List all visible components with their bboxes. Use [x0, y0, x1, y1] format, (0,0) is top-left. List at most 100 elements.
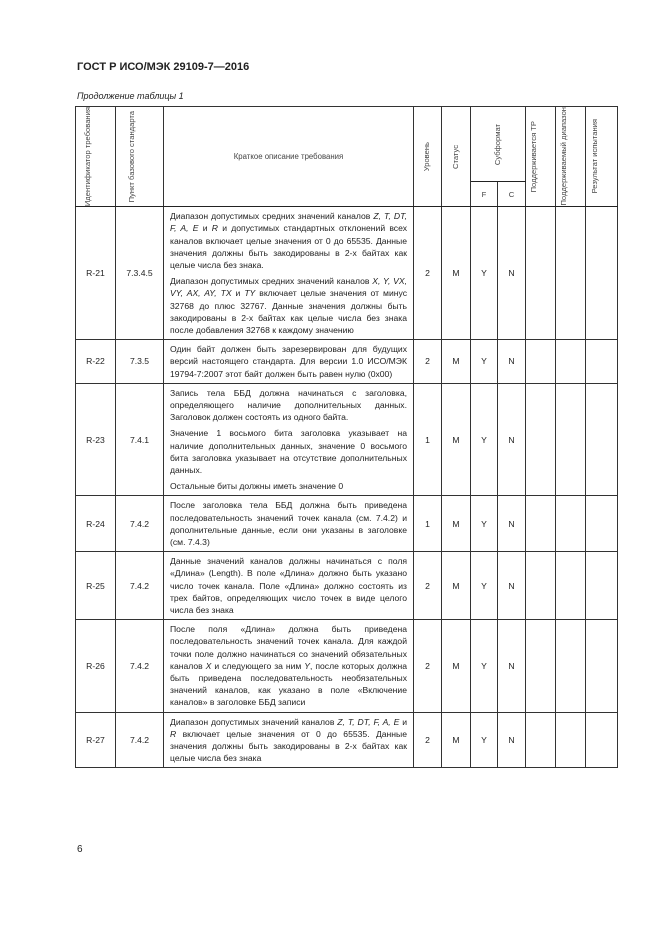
status-cell: M — [441, 619, 471, 713]
test-result-cell — [585, 495, 618, 553]
header-supported-range-label: Поддерживаемый диапазон — [558, 107, 568, 206]
description-text: TY — [244, 288, 256, 299]
subformat-c-cell: N — [497, 206, 526, 341]
level-cell: 2 — [413, 551, 442, 621]
page-number: 6 — [77, 844, 83, 855]
table-row: R-24 7.4.2 После заголовка тела ББД должна… — [75, 495, 618, 553]
header-supported-range: Поддерживаемый диапазон — [555, 105, 586, 208]
description-cell: После поля «Длина» должна быть приведена… — [163, 619, 414, 713]
description-text: Z, T, DT, F, A, E — [170, 211, 407, 234]
description-text: и допустимых стандартных отклонений всех… — [170, 223, 407, 270]
supported-tp-cell — [525, 551, 556, 621]
description-cell: Запись тела ББД должна начинаться с заго… — [163, 382, 414, 497]
description-paragraph: Значение 1 восьмого бита заголовка указы… — [170, 427, 407, 476]
table-row: R-21 7.3.4.5 Диапазон допустимых средних з… — [75, 206, 618, 341]
header-test-result-label: Результат испытания — [589, 119, 599, 194]
supported-tp-cell — [525, 339, 556, 384]
description-text: Диапазон допустимых значений каналов — [170, 716, 338, 727]
base-clause-cell: 7.4.2 — [115, 495, 164, 553]
requirement-id-cell: R-23 — [75, 382, 116, 497]
subformat-c-cell: N — [497, 339, 526, 384]
description-text: и — [198, 223, 212, 234]
requirement-id-cell: R-24 — [75, 495, 116, 553]
header-supported-tp-label: Поддерживается ТР — [528, 120, 538, 193]
description-cell: После заголовка тела ББД должна быть при… — [163, 495, 414, 553]
status-cell: M — [441, 711, 471, 769]
subformat-f-cell: Y — [470, 619, 498, 713]
subformat-f-cell: Y — [470, 206, 498, 341]
status-cell: M — [441, 206, 471, 341]
description-text: После поля «Длина» должна быть приведена… — [170, 624, 407, 671]
description-text: Остальные биты должны иметь значение 0 — [170, 481, 344, 492]
header-clause-label: Пункт базового стандарта — [126, 110, 136, 203]
status-cell: M — [441, 495, 471, 553]
description-paragraph: Диапазон допустимых средних значений кан… — [170, 210, 407, 271]
test-result-cell — [585, 206, 618, 341]
requirement-id-cell: R-27 — [75, 711, 116, 769]
description-text: После заголовка тела ББД должна быть при… — [170, 500, 407, 548]
level-cell: 2 — [413, 339, 442, 384]
test-result-cell — [585, 382, 618, 497]
header-description: Краткое описание требования — [163, 105, 414, 208]
header-id-label: Идентификатор требования — [82, 107, 92, 207]
supported-range-cell — [555, 382, 586, 497]
supported-tp-cell — [525, 382, 556, 497]
header-clause: Пункт базового стандарта — [115, 105, 164, 208]
supported-range-cell — [555, 619, 586, 713]
base-clause-cell: 7.4.1 — [115, 382, 164, 497]
test-result-cell — [585, 551, 618, 621]
description-text: Запись тела ББД должна начинаться с заго… — [170, 387, 407, 423]
description-paragraph: После поля «Длина» должна быть приведена… — [170, 623, 407, 708]
status-cell: M — [441, 339, 471, 384]
description-text: Y — [304, 660, 311, 671]
level-cell: 2 — [413, 711, 442, 769]
table-row: R-23 7.4.1 Запись тела ББД должна начинать… — [75, 382, 618, 497]
supported-range-cell — [555, 551, 586, 621]
supported-tp-cell — [525, 711, 556, 769]
header-subformat-f: F — [470, 181, 498, 208]
base-clause-cell: 7.4.2 — [115, 551, 164, 621]
base-clause-cell: 7.3.5 — [115, 339, 164, 384]
base-clause-cell: 7.4.2 — [115, 711, 164, 769]
description-text: и — [399, 716, 407, 727]
header-level: Уровень — [413, 105, 442, 208]
description-text: и — [231, 288, 245, 299]
requirement-id-cell: R-25 — [75, 551, 116, 621]
status-cell: M — [441, 551, 471, 621]
supported-tp-cell — [525, 619, 556, 713]
subformat-c-cell: N — [497, 711, 526, 769]
description-paragraph: Диапазон допустимых средних значений кан… — [170, 275, 407, 336]
level-cell: 2 — [413, 619, 442, 713]
status-cell: M — [441, 382, 471, 497]
supported-tp-cell — [525, 206, 556, 341]
header-test-result: Результат испытания — [585, 105, 618, 208]
table-row: R-26 7.4.2 После поля «Длина» должна быть … — [75, 619, 618, 713]
description-text: R — [211, 223, 218, 234]
supported-range-cell — [555, 711, 586, 769]
description-cell: Диапазон допустимых значений каналов Z, … — [163, 711, 414, 769]
description-cell: Данные значений каналов должны начинатьс… — [163, 551, 414, 621]
level-cell: 1 — [413, 495, 442, 553]
level-cell: 1 — [413, 382, 442, 497]
subformat-c-cell: N — [497, 619, 526, 713]
description-text: X — [205, 660, 212, 671]
table-body: R-21 7.3.4.5 Диапазон допустимых средних з… — [75, 206, 618, 769]
header-status-label: Статус — [450, 144, 460, 169]
test-result-cell — [585, 619, 618, 713]
subformat-f-cell: Y — [470, 711, 498, 769]
requirement-id-cell: R-21 — [75, 206, 116, 341]
supported-tp-cell — [525, 495, 556, 553]
description-paragraph: Диапазон допустимых значений каналов Z, … — [170, 716, 407, 765]
subformat-c-cell: N — [497, 495, 526, 553]
header-subformat: Субформат — [470, 105, 526, 183]
description-text: Диапазон допустимых средних значений кан… — [170, 276, 373, 287]
document-title: ГОСТ Р ИСО/МЭК 29109-7—2016 — [77, 61, 250, 73]
description-text: Диапазон допустимых средних значений кан… — [170, 211, 374, 222]
header-subformat-label: Субформат — [492, 123, 502, 165]
description-paragraph: Один байт должен быть зарезервирован для… — [170, 343, 407, 380]
header-status: Статус — [441, 105, 471, 208]
subformat-f-cell: Y — [470, 382, 498, 497]
description-text: включает целые значения от минус 32768 д… — [170, 288, 407, 335]
description-text: Один байт должен быть зарезервирован для… — [170, 344, 407, 379]
table-caption: Продолжение таблицы 1 — [77, 91, 184, 101]
